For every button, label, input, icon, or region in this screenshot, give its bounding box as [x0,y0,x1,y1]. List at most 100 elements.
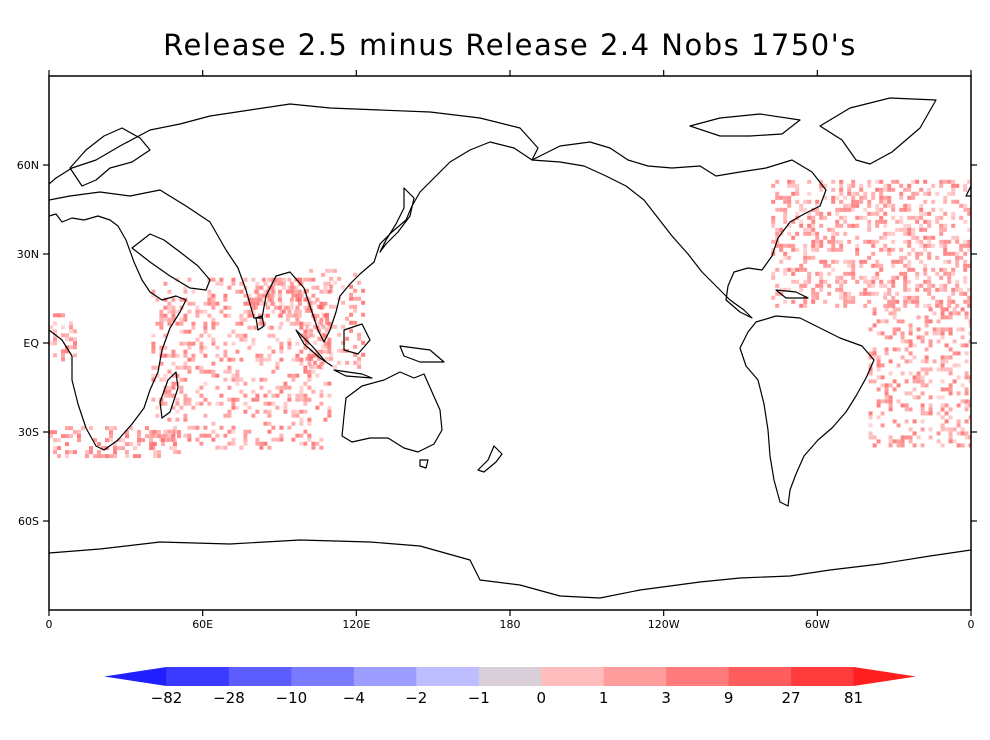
obs-cell [875,211,880,216]
obs-cell [831,179,836,184]
obs-cell [171,317,176,322]
obs-cell [85,450,89,455]
colorbar-level-label: 0 [536,689,546,707]
obs-cell [199,333,204,338]
obs-cell [960,307,965,312]
obs-cell [799,223,804,228]
obs-cell [884,387,889,392]
obs-cell [89,426,93,431]
obs-cell [923,263,928,268]
obs-cell [915,283,920,288]
obs-cell [823,279,828,284]
obs-cell [819,183,824,188]
obs-cell [939,227,944,232]
obs-cell [863,287,868,292]
obs-cell [211,361,216,366]
obs-cell [944,315,949,320]
obs-cell [159,325,164,330]
obs-cell [203,309,208,314]
obs-cell [53,438,57,443]
obs-cell [327,413,332,418]
obs-cell [912,395,917,400]
obs-cell [951,179,956,184]
obs-cell [215,373,220,378]
obs-cell [183,361,188,366]
obs-cell [811,247,816,252]
obs-cell [936,439,941,444]
obs-cell [211,337,216,342]
obs-cell [823,263,828,268]
obs-cell [183,329,188,334]
obs-cell [868,363,873,368]
obs-cell [231,357,236,362]
obs-cell [896,439,901,444]
colorbar-swatch [228,667,292,686]
obs-cell [876,439,881,444]
obs-cell [307,353,312,358]
obs-cell [963,239,968,244]
obs-cell [133,446,137,451]
obs-cell [819,271,824,276]
obs-cell [883,303,888,308]
obs-cell [169,438,173,443]
obs-cell [924,411,929,416]
obs-cell [823,215,828,220]
obs-cell [105,438,109,443]
obs-cell [235,333,240,338]
obs-cell [203,397,208,402]
obs-cell [93,438,97,443]
obs-cell [939,239,944,244]
obs-cell [313,316,318,321]
obs-cell [207,293,212,298]
obs-cell [327,289,332,294]
obs-cell [888,371,893,376]
obs-cell [307,305,312,310]
obs-cell [867,255,872,260]
obs-cell [847,239,852,244]
obs-cell [964,343,969,348]
colorbar-level-label: −82 [151,689,183,707]
obs-cell [299,325,304,330]
obs-cell [943,267,948,272]
obs-cell [305,340,310,345]
obs-cell [907,203,912,208]
obs-cell [895,291,900,296]
obs-cell [855,215,860,220]
obs-cell [872,323,877,328]
obs-cell [329,356,334,361]
obs-cell [353,344,358,349]
obs-cell [113,442,117,447]
obs-cell [219,309,224,314]
obs-cell [239,281,244,286]
obs-cell [868,379,873,384]
obs-cell [827,271,832,276]
obs-cell [203,301,208,306]
obs-cell [287,341,292,346]
obs-cell [920,359,925,364]
obs-cell [345,360,350,365]
obs-cell [892,439,897,444]
obs-cell [787,199,792,204]
obs-cell [155,413,160,418]
obs-cell [779,247,784,252]
obs-cell [903,279,908,284]
obs-cell [287,425,292,430]
obs-cell [787,231,792,236]
obs-cell [835,207,840,212]
obs-cell [839,279,844,284]
obs-cell [271,425,276,430]
obs-cell [855,235,860,240]
obs-cell [203,369,208,374]
coast-arctic-islands [689,113,801,137]
obs-cell [207,297,212,302]
obs-cell [211,429,216,434]
obs-cell [121,438,125,443]
obs-cell [955,239,960,244]
obs-cell [963,299,968,304]
obs-cell [879,219,884,224]
obs-cell [165,438,169,443]
obs-cell [807,191,812,196]
obs-cell [968,339,971,344]
obs-cell [187,329,192,334]
obs-cell [948,315,953,320]
